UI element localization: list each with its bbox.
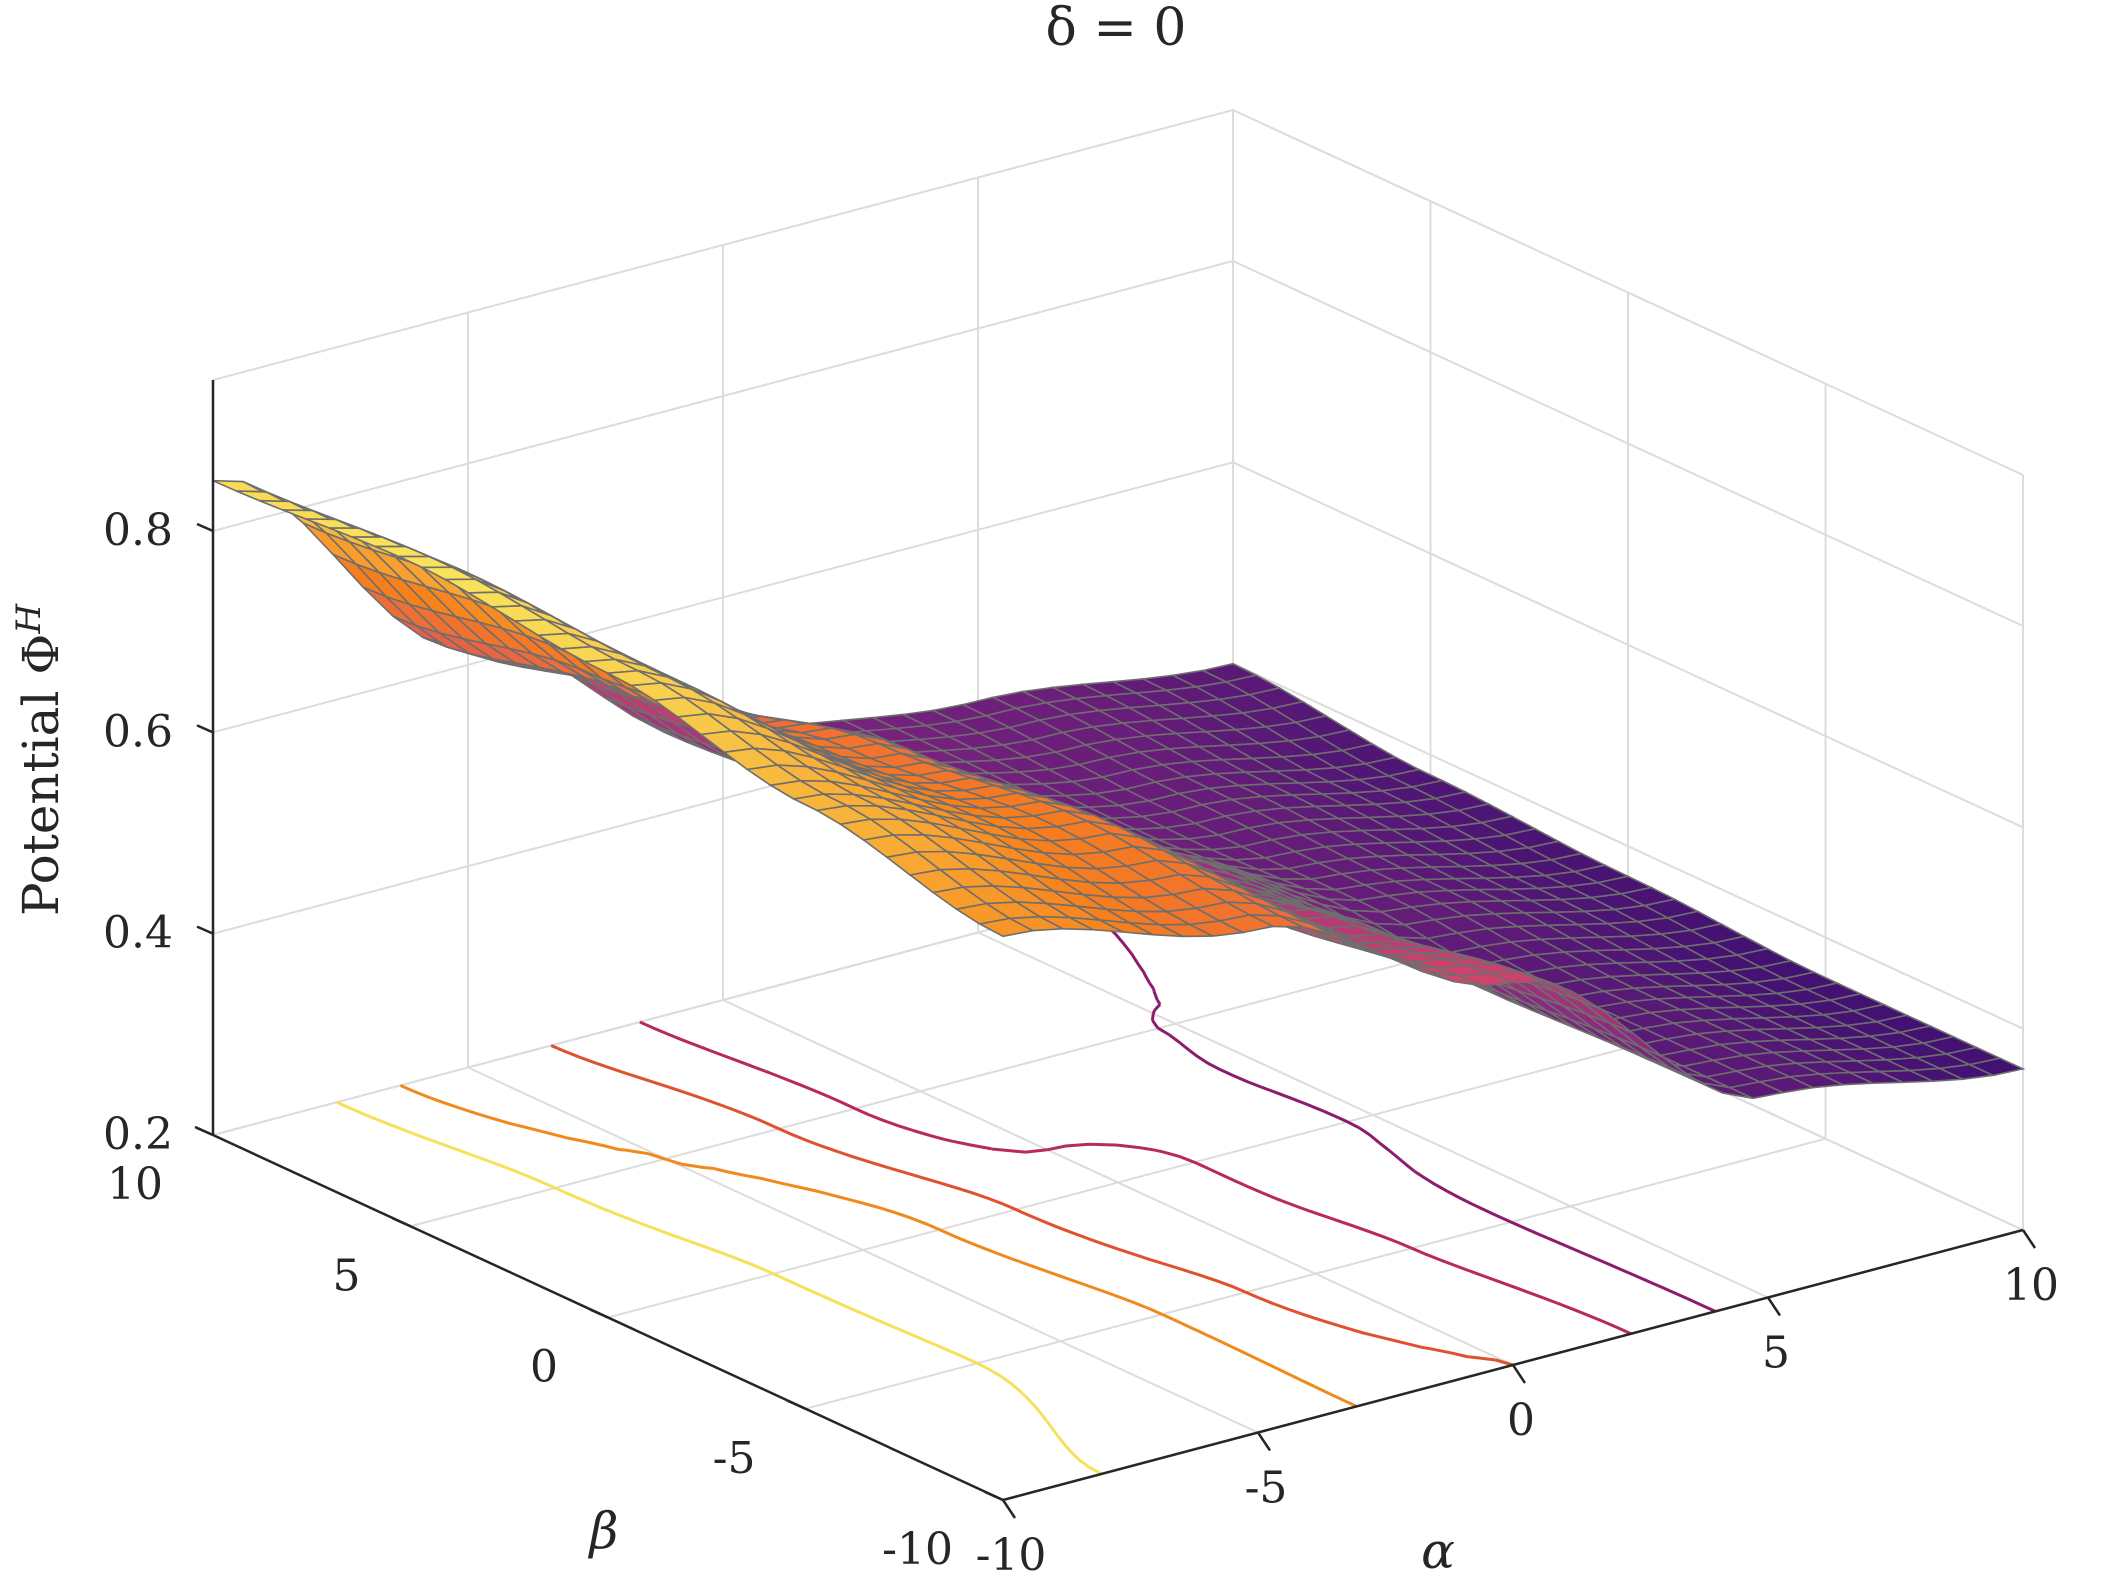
alpha-tick-label: 10 [2003,1260,2059,1311]
x-axis-label: α [1421,1522,1455,1575]
side-wall-gridline-horizontal [1232,662,2024,1030]
alpha-tick-mark [1511,1364,1527,1384]
beta-tick-mark [984,1490,1004,1502]
z-tick-label: 0.8 [103,505,173,556]
alpha-tick-mark [2021,1229,2037,1249]
beta-tick-mark [786,1399,807,1410]
back-wall-gridline-horizontal [212,461,1234,734]
beta-tick-label: 0 [530,1342,558,1393]
z-axis-label: Potential ΦH [9,603,70,916]
z-tick-mark [196,522,214,533]
alpha-tick-mark [1001,1499,1017,1519]
beta-tick-mark [589,1308,609,1319]
beta-tick-label: 10 [107,1159,163,1210]
alpha-tick-label: -5 [1245,1463,1288,1514]
beta-tick-mark [391,1217,412,1228]
y-axis-label: β [588,1502,619,1560]
contour-projection [336,905,1716,1476]
z-tick-mark [196,724,214,734]
contour-line [399,1084,1358,1408]
alpha-tick-label: 0 [1507,1395,1535,1446]
chart-title: δ = 0 [1045,0,1186,58]
alpha-tick-label: -10 [976,1530,1047,1575]
z-tick-mark [196,925,214,935]
beta-tick-label: 5 [333,1250,361,1301]
z-tick-label: 0.2 [103,1109,173,1160]
back-wall-gridline-horizontal [212,260,1234,532]
back-wall-gridline-horizontal [212,109,1234,381]
side-wall-gridline-horizontal [1232,461,2024,829]
beta-tick-label: -5 [713,1433,756,1484]
surface-cell [1967,1057,2026,1077]
z-tick-label: 0.6 [103,706,173,757]
contour-line [639,1020,1632,1336]
alpha-tick-mark [1766,1296,1782,1317]
contour-line [336,1100,1103,1476]
contour-line [1075,905,1716,1313]
surface-mesh [212,479,2026,1100]
side-wall-gridline-horizontal [1232,109,2024,476]
side-wall-gridline-horizontal [1232,260,2024,627]
z-tick-label: 0.4 [103,908,173,959]
contour-line [550,1044,1514,1367]
floor-gridline-beta [410,955,1431,1228]
floor-gridline-beta [805,1137,1826,1410]
z-tick-mark [196,1126,214,1137]
z-axis-label-superscript: H [9,603,49,635]
alpha-tick-mark [1256,1431,1272,1452]
alpha-tick-label: 5 [1762,1328,1790,1379]
beta-tick-label: -10 [882,1524,953,1575]
floor-gridline-beta [607,1046,1629,1319]
